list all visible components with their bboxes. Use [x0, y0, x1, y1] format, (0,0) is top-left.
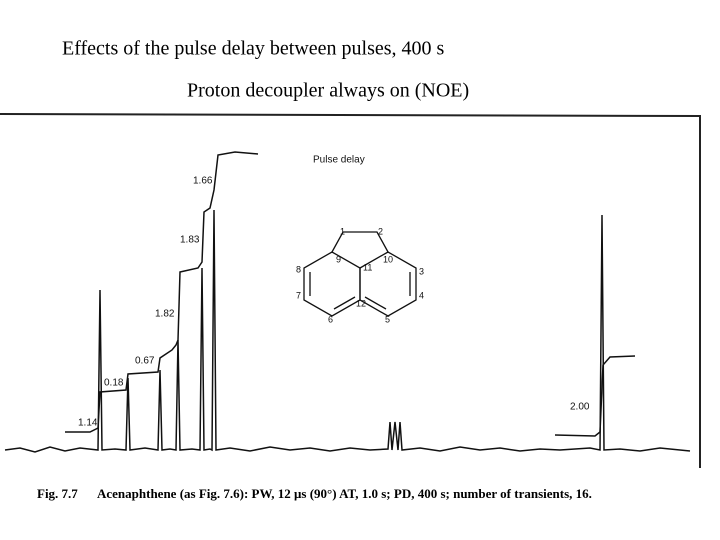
integral-label: 0.67 — [135, 356, 155, 367]
integral-label: 2.00 — [570, 402, 590, 413]
atom-label: 4 — [419, 290, 424, 300]
atom-label: 8 — [296, 264, 301, 274]
integral-label: 1.82 — [155, 309, 175, 320]
atom-labels: 1 2 9 10 11 8 3 7 4 6 12 5 — [296, 226, 424, 324]
atom-label: 2 — [378, 226, 383, 236]
integral-label: 0.18 — [104, 378, 124, 389]
subtitle: Proton decoupler always on (NOE) — [187, 80, 469, 102]
atom-label: 6 — [328, 314, 333, 324]
figure-label: Pulse delay — [313, 155, 365, 166]
figure-frame — [0, 113, 701, 468]
atom-label: 3 — [419, 266, 424, 276]
baseline-trace — [4, 209, 691, 453]
caption-text: Acenaphthene (as Fig. 7.6): PW, 12 μs (9… — [97, 486, 592, 501]
atom-label: 12 — [356, 298, 366, 308]
integral-label: 1.83 — [180, 235, 200, 246]
atom-label: 7 — [296, 290, 301, 300]
atom-label: 1 — [340, 226, 345, 236]
atom-label: 9 — [336, 254, 341, 264]
atom-label: 10 — [383, 254, 393, 264]
integral-label: 1.66 — [193, 176, 213, 187]
integral-trace-right — [554, 355, 636, 437]
atom-label: 11 — [363, 262, 372, 272]
molecule — [303, 231, 417, 317]
atom-label: 5 — [385, 314, 390, 324]
integral-trace-left — [65, 151, 259, 433]
integral-label: 1.14 — [78, 418, 98, 429]
spectrum — [4, 151, 691, 453]
integral-labels: 1.14 0.18 0.67 1.82 1.83 1.66 2.00 Pulse… — [78, 155, 590, 429]
title: Effects of the pulse delay between pulse… — [62, 38, 445, 60]
caption-number: Fig. 7.7 — [37, 486, 78, 501]
